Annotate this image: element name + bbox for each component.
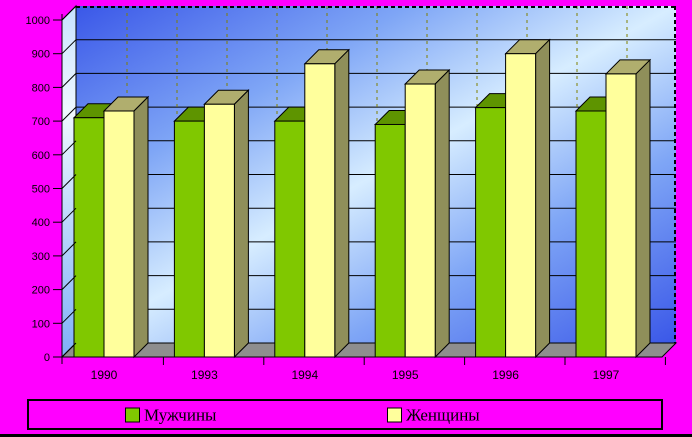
bar-side-Женщины-1995: [434, 68, 450, 359]
legend-swatch-women: [387, 407, 402, 422]
legend: Мужчины Женщины: [27, 399, 663, 430]
bar-side-Женщины-1996: [535, 38, 551, 359]
y-axis-label-700: 700: [32, 116, 50, 128]
bar-Женщины-1996[interactable]: [505, 53, 537, 358]
bar-Женщины-1994[interactable]: [304, 63, 336, 358]
y-axis-label-0: 0: [44, 352, 50, 364]
bar-Мужчины-1994[interactable]: [274, 120, 306, 358]
y-tick-connector-200: [61, 275, 77, 290]
bar-side-Женщины-1997: [635, 58, 651, 359]
y-tick-connector-100: [61, 308, 77, 324]
x-axis-label-1993: 1993: [191, 368, 218, 382]
y-axis-label-100: 100: [32, 318, 50, 330]
y-tick-connector-500: [61, 174, 77, 189]
legend-item-women[interactable]: Женщины: [387, 406, 480, 423]
bar-Мужчины-1997[interactable]: [575, 110, 607, 358]
y-tick-connector-300: [61, 241, 77, 257]
y-axis-label-900: 900: [32, 49, 50, 61]
bar-Мужчины-1995[interactable]: [374, 123, 406, 358]
x-axis-label-1996: 1996: [492, 368, 519, 382]
y-tick-connector-700: [61, 106, 77, 122]
legend-swatch-men: [125, 407, 140, 422]
y-tick-connector-800: [61, 73, 77, 88]
bar-Мужчины-1996[interactable]: [475, 107, 507, 358]
page-bottom-border: [0, 434, 692, 437]
bar-Женщины-1997[interactable]: [605, 73, 637, 358]
y-axis-label-200: 200: [32, 285, 50, 297]
bar-Женщины-1995[interactable]: [404, 83, 436, 358]
y-axis-label-300: 300: [32, 251, 50, 263]
y-tick-connector-400: [61, 207, 77, 223]
y-axis-label-1000: 1000: [26, 15, 50, 27]
y-tick-connector-1000: [61, 5, 77, 21]
bar-Мужчины-1993[interactable]: [173, 120, 205, 358]
bar-Женщины-1990[interactable]: [103, 110, 135, 358]
x-axis-label-1995: 1995: [392, 368, 419, 382]
y-tick-connector-0: [61, 342, 77, 358]
bar-side-Женщины-1993: [233, 89, 249, 359]
x-axis-label-1994: 1994: [291, 368, 318, 382]
y-axis-label-500: 500: [32, 184, 50, 196]
y-tick-connector-900: [61, 39, 77, 55]
x-axis-label-1990: 1990: [91, 368, 118, 382]
bar-Мужчины-1990[interactable]: [73, 117, 105, 358]
y-axis-label-600: 600: [32, 150, 50, 162]
y-axis-label-400: 400: [32, 217, 50, 229]
x-axis-label-1997: 1997: [593, 368, 620, 382]
bar-Женщины-1993[interactable]: [203, 103, 235, 358]
bar-side-Женщины-1994: [334, 48, 350, 359]
legend-item-men[interactable]: Мужчины: [125, 406, 216, 423]
y-axis-label-800: 800: [32, 82, 50, 94]
legend-label-women: Женщины: [406, 405, 480, 424]
bar-side-Женщины-1990: [133, 95, 149, 359]
legend-label-men: Мужчины: [144, 405, 217, 424]
y-tick-connector-600: [61, 140, 77, 156]
